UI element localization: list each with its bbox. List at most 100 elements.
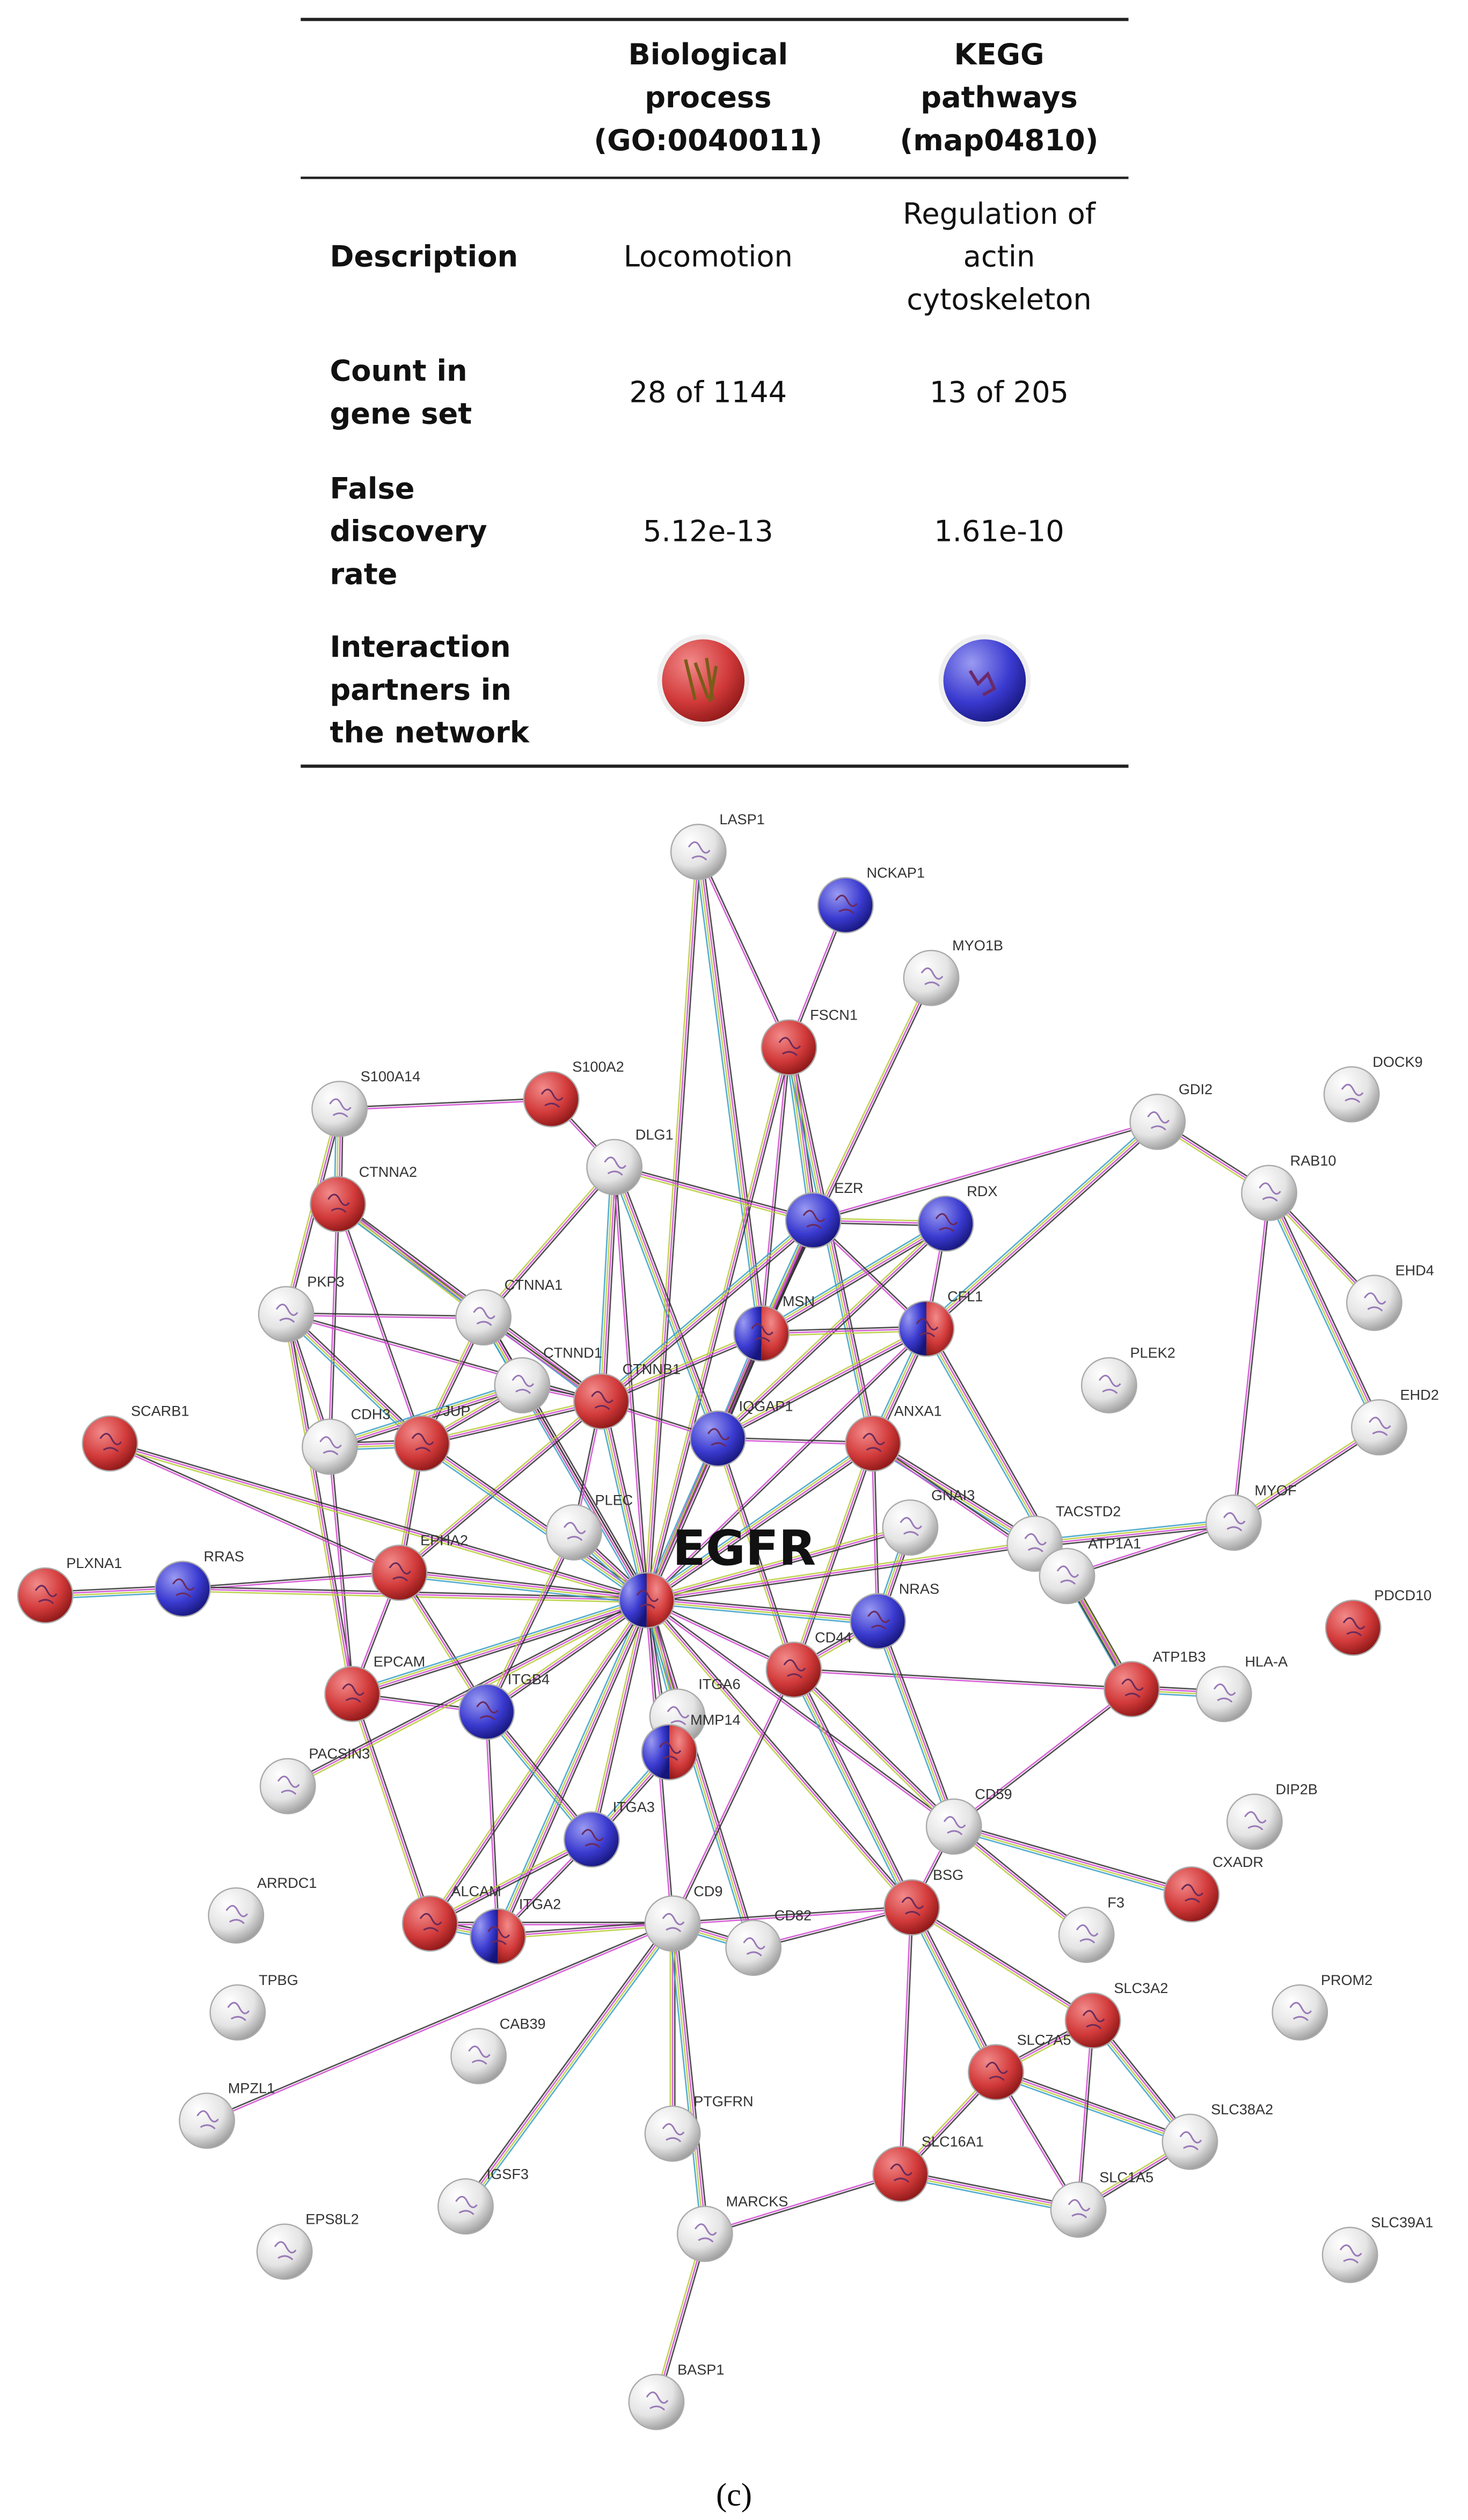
node: [785, 1192, 842, 1249]
edge: [872, 1444, 1035, 1545]
node-structure: [921, 967, 944, 987]
node-label: MMP14: [690, 1711, 740, 1728]
node-ball: [765, 1642, 822, 1698]
edge: [1076, 2020, 1093, 2210]
node-label: EGFR: [673, 1520, 816, 1577]
edge: [399, 1401, 602, 1573]
node-label: SLC39A1: [1371, 2214, 1433, 2231]
node: [1205, 1495, 1262, 1551]
node: [1325, 1599, 1382, 1656]
edge: [813, 1120, 1158, 1220]
edge: [522, 1384, 648, 1600]
node-ball: [670, 824, 727, 880]
edge: [330, 1446, 355, 1694]
node-ball: [1226, 1793, 1283, 1850]
edge: [339, 1100, 552, 1111]
node: [82, 1415, 138, 1472]
edge: [717, 1328, 927, 1440]
node-label: MSN: [783, 1293, 815, 1309]
edge: [953, 1826, 1087, 1936]
edge: [871, 1443, 878, 1622]
node: [179, 2092, 235, 2149]
node-structure: [1147, 1111, 1170, 1131]
node-label: F3: [1107, 1894, 1124, 1910]
row-label: discovery: [330, 515, 487, 548]
node: [302, 1418, 358, 1475]
edge: [646, 1541, 1035, 1599]
node-ball: [1272, 1984, 1328, 2041]
edge: [399, 1575, 647, 1605]
edge: [647, 1439, 720, 1601]
node-structure: [99, 1433, 122, 1453]
edge: [612, 1167, 718, 1440]
edge: [496, 1599, 647, 1937]
edge: [1066, 1521, 1234, 1576]
node-label: MPZL1: [228, 2080, 275, 2097]
edge: [785, 1047, 811, 1221]
edge: [600, 1401, 647, 1601]
node-structure: [659, 1741, 682, 1761]
node: [256, 2223, 313, 2280]
edge: [428, 1836, 591, 1922]
node-structure: [319, 1436, 342, 1456]
node-ball: [1195, 1666, 1252, 1723]
edge: [719, 1438, 797, 1669]
edge: [787, 1047, 873, 1444]
edge: [698, 851, 764, 1334]
node-structure: [1024, 1533, 1047, 1552]
row-label: gene set: [330, 397, 472, 431]
node: [458, 1683, 515, 1740]
node: [676, 2206, 733, 2262]
edge: [670, 1923, 705, 2235]
node-structure: [329, 1098, 352, 1118]
node-ball: [903, 949, 960, 1006]
edge: [642, 1601, 751, 1949]
node-structure: [751, 1323, 773, 1343]
edge: [995, 2072, 1190, 2144]
edge: [648, 852, 702, 1601]
node-structure: [468, 2045, 491, 2065]
node-label: CD82: [775, 1907, 812, 1923]
row-label: partners in: [330, 673, 511, 707]
node: [450, 2028, 507, 2084]
edge: [645, 1438, 718, 1600]
node: [761, 1019, 817, 1076]
edge: [330, 1204, 340, 1447]
node-ball: [1323, 1066, 1380, 1123]
edge: [926, 1328, 1134, 1689]
edge: [792, 1671, 953, 1829]
edge: [793, 1670, 1132, 1691]
node-label: EZR: [834, 1180, 863, 1196]
node-structure: [35, 1585, 57, 1605]
node: [733, 1305, 790, 1362]
node-label: MARCKS: [726, 2193, 788, 2210]
node-structure: [196, 2110, 219, 2130]
edge: [717, 1438, 795, 1670]
node-structure: [389, 1562, 412, 1582]
edge: [646, 1600, 912, 1908]
edge: [763, 1226, 948, 1337]
node-structure: [1369, 1417, 1391, 1436]
edge: [790, 1671, 910, 1909]
node-ball: [1241, 1164, 1297, 1221]
node-label: EPS8L2: [305, 2211, 359, 2228]
node: [1039, 1548, 1095, 1605]
table-rules: [301, 18, 1129, 768]
node-label: CFL1: [947, 1288, 983, 1305]
edge: [484, 1168, 617, 1320]
edge: [429, 1600, 647, 1924]
node-label: CD59: [975, 1786, 1012, 1803]
node-ball: [1163, 1866, 1220, 1923]
node-structure: [985, 2062, 1008, 2081]
edge: [614, 1168, 813, 1224]
node-ball: [872, 2145, 929, 2202]
node: [258, 1286, 315, 1343]
node-ball: [883, 1879, 940, 1936]
edge: [794, 1669, 914, 1908]
node-ball: [1039, 1548, 1095, 1605]
node-label: ATP1A1: [1088, 1535, 1141, 1552]
edge: [286, 1598, 646, 1785]
edge: [1067, 1523, 1235, 1578]
node-ball: [1162, 2113, 1218, 2170]
node: [845, 1415, 901, 1472]
